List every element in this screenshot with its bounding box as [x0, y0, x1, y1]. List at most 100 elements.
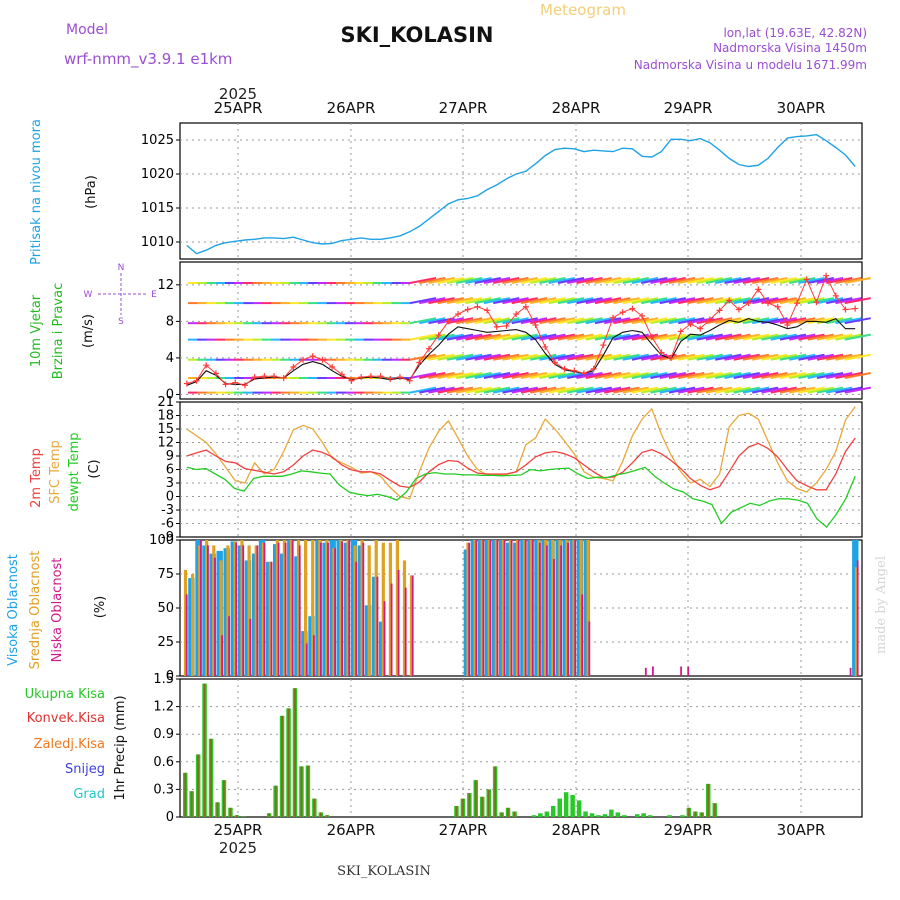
wind-gust-marker [813, 299, 820, 306]
wind-barb [770, 277, 797, 284]
wind-barb [733, 372, 760, 379]
cloud-bar [341, 541, 343, 676]
wind-gust-marker [222, 381, 229, 388]
precip-total-bar [589, 813, 595, 817]
wind-gust-marker [271, 373, 278, 380]
cloud-bar [588, 621, 591, 676]
wind-barb [502, 277, 529, 284]
y-tick-label: 1.2 [153, 700, 174, 715]
cloud-bar [325, 540, 329, 676]
y-tick-label: 4 [166, 351, 174, 366]
cloud-bar [482, 540, 485, 676]
wind-barb [668, 333, 696, 341]
wind-barb [742, 333, 770, 341]
wind-barb [761, 297, 788, 305]
wind-barb [807, 277, 834, 284]
wind-barb [493, 333, 520, 341]
wind-barb [474, 297, 501, 305]
precip-conv-bar [294, 688, 296, 817]
precip-conv-bar [713, 803, 716, 817]
cloud-bar [539, 542, 541, 676]
wind-barb [789, 333, 816, 341]
wind-barb [844, 386, 871, 394]
wind-barb [465, 333, 492, 341]
wind-barb [678, 372, 705, 379]
y-tick-label: 12 [157, 436, 174, 451]
wind-barb [520, 353, 548, 361]
wind-barb [724, 386, 751, 394]
wind-barb [493, 353, 520, 361]
wind-barb [409, 297, 437, 305]
wind-gust-marker [425, 345, 432, 352]
wind-barb [520, 386, 548, 394]
cloud-bar [362, 542, 365, 676]
wind-barb [585, 297, 612, 305]
panel-frame [179, 122, 863, 260]
cloud-bar [313, 635, 315, 676]
precip-panel: 0 0.3 0.6 0.9 1.2 1.5 [153, 672, 863, 825]
wind-barb [835, 333, 862, 341]
cloud-bar [849, 667, 852, 676]
wind-barb [613, 386, 640, 394]
cloud-bar [214, 557, 216, 676]
wind-barb [437, 372, 464, 379]
wind-barb [613, 317, 640, 325]
wind-barb [826, 317, 853, 325]
cloud-bar [360, 540, 364, 676]
precip-total-bar [557, 798, 562, 817]
precip-conv-bar [455, 806, 458, 817]
precip-conv-bar [223, 780, 225, 817]
wind-barb [576, 372, 603, 379]
precip-total-bar [647, 815, 653, 817]
cloud-bar [680, 666, 682, 676]
wind-barb [687, 372, 714, 379]
wind-barb [641, 277, 668, 284]
cloud-bar [205, 540, 209, 676]
wind-label-2: Brzina i Pravac [51, 283, 66, 380]
precip-conv-bar [268, 813, 271, 817]
wind-barb [641, 386, 668, 394]
date-label-bottom: 28APR [552, 821, 601, 839]
wind-barb [446, 386, 474, 394]
y-tick-label: 1.5 [153, 672, 174, 687]
cloud-bar [228, 616, 230, 676]
wind-gust-marker [416, 359, 423, 366]
wind-barb [474, 333, 501, 341]
y-tick-label: -3 [161, 503, 174, 518]
wind-barb [594, 353, 622, 361]
wind-gust-marker [629, 305, 636, 312]
precip-conv-bar [287, 708, 290, 817]
cloud-bar [289, 540, 294, 676]
pressure-line [186, 133, 856, 255]
y-tick-label: -6 [161, 517, 174, 532]
wind-barb [456, 277, 483, 284]
wind-barb [779, 297, 807, 305]
wind-barb [502, 353, 529, 361]
cloud-bar [263, 542, 266, 676]
wind-gust-marker [639, 312, 646, 319]
precip-conv-bar [197, 754, 200, 817]
dewpt-line [186, 466, 856, 529]
sfc-label: SFC Temp [48, 440, 63, 504]
wind-barb [437, 386, 464, 394]
wind-barb [557, 372, 585, 379]
wind-barb [798, 333, 825, 341]
wind-barb [548, 277, 575, 284]
wind-barb [826, 333, 853, 341]
wind-barb [622, 277, 649, 284]
wind-barb [437, 277, 464, 284]
wind-barb [835, 277, 862, 284]
wind-gust-marker [203, 362, 210, 369]
precip-conv-bar [235, 815, 238, 817]
wind-barb [539, 317, 566, 325]
cloud-bar [305, 643, 308, 676]
temp-unit: (C) [87, 459, 102, 478]
wind-gust-marker [455, 311, 462, 318]
wind-barb [798, 317, 825, 325]
wind-barb [752, 353, 779, 361]
cloud-bar [334, 548, 336, 676]
cloud-bar [574, 540, 577, 676]
precip-conv-bar [700, 812, 703, 817]
wind-barb [548, 297, 575, 305]
wind-barb [678, 297, 705, 305]
